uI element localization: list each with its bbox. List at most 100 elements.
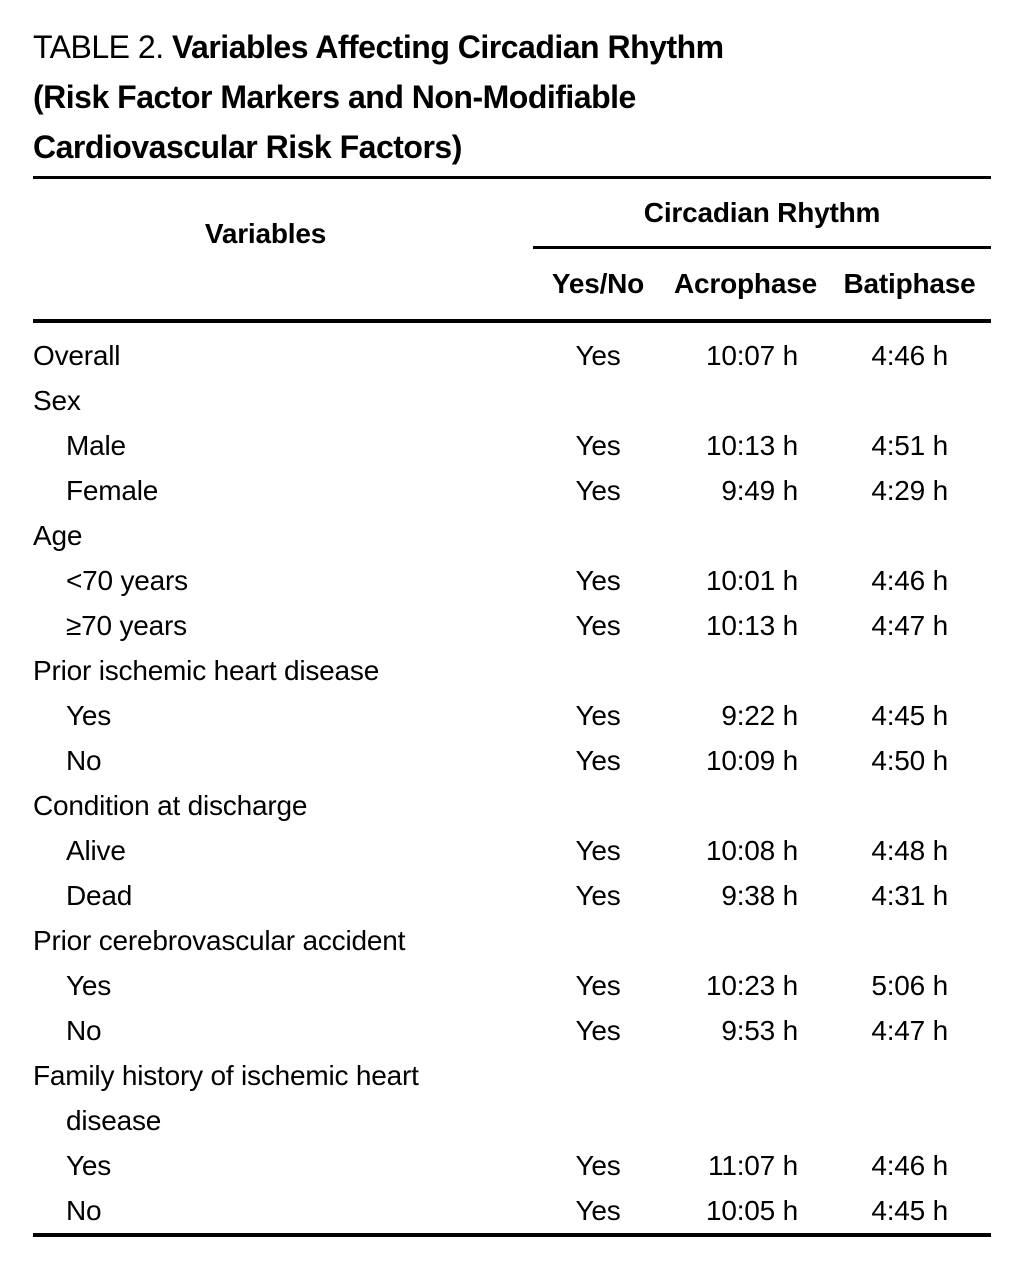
row-label-text: ≥70 years xyxy=(66,610,187,641)
acrophase-cell: 10:13 h xyxy=(705,610,798,641)
row-label: Female xyxy=(33,468,533,513)
acrophase-cell xyxy=(663,513,828,558)
yes-no-cell: Yes xyxy=(575,430,621,461)
circadian-rhythm-group: Circadian Rhythm Yes/No Acrophase Batiph… xyxy=(533,179,991,319)
acrophase-cell xyxy=(663,378,828,423)
yes-no-cell: Yes xyxy=(575,1195,621,1226)
table-title: TABLE 2. Variables Affecting Circadian R… xyxy=(33,22,991,172)
bottom-rule xyxy=(33,1233,991,1237)
table-row: No Yes 10:05 h 4:45 h xyxy=(33,1188,991,1233)
table-row: Family history of ischemic heart disease xyxy=(33,1053,991,1143)
acrophase-cell: 10:13 h xyxy=(705,430,798,461)
yes-no-cell: Yes xyxy=(575,835,621,866)
batiphase-cell: 4:50 h xyxy=(871,745,948,776)
row-label-text: Yes xyxy=(66,970,112,1001)
batiphase-cell: 4:45 h xyxy=(871,1195,948,1226)
acrophase-cell: 10:08 h xyxy=(705,835,798,866)
acrophase-cell: 10:07 h xyxy=(705,340,798,371)
table-title-line-3: Cardiovascular Risk Factors) xyxy=(33,129,462,165)
table-row: Female Yes 9:49 h 4:29 h xyxy=(33,468,991,513)
table-title-line-2: (Risk Factor Markers and Non-Modifiable xyxy=(33,79,636,115)
acrophase-cell: 10:09 h xyxy=(705,745,798,776)
acrophase-cell: 9:38 h xyxy=(721,880,798,911)
yes-no-cell xyxy=(533,918,663,963)
yes-no-cell xyxy=(533,378,663,423)
row-label-text: Yes xyxy=(66,700,112,731)
batiphase-cell xyxy=(828,1053,991,1143)
batiphase-cell xyxy=(828,648,991,693)
yes-no-cell: Yes xyxy=(575,700,621,731)
acrophase-cell: 11:07 h xyxy=(708,1150,798,1181)
row-label-text: Prior ischemic heart disease xyxy=(33,655,380,686)
column-header-acrophase: Acrophase xyxy=(674,268,817,299)
yes-no-cell: Yes xyxy=(575,565,621,596)
table-row: <70 years Yes 10:01 h 4:46 h xyxy=(33,558,991,603)
yes-no-cell: Yes xyxy=(575,1150,621,1181)
row-label: Condition at discharge xyxy=(33,783,533,828)
row-label-text: Age xyxy=(33,520,83,551)
yes-no-cell xyxy=(533,1053,663,1143)
acrophase-cell xyxy=(663,648,828,693)
row-label-text: Male xyxy=(66,430,126,461)
row-label: Yes xyxy=(33,963,533,1008)
yes-no-cell: Yes xyxy=(575,880,621,911)
row-label: Sex xyxy=(33,378,533,423)
row-label: Age xyxy=(33,513,533,558)
row-label: Dead xyxy=(33,873,533,918)
row-label: Yes xyxy=(33,693,533,738)
table-row: Male Yes 10:13 h 4:51 h xyxy=(33,423,991,468)
column-headers: Yes/No Acrophase Batiphase xyxy=(533,249,991,319)
table-header: Variables Circadian Rhythm Yes/No Acroph… xyxy=(33,179,991,319)
acrophase-cell: 9:22 h xyxy=(721,700,798,731)
row-label-text: <70 years xyxy=(66,565,188,596)
table-body: Overall Yes 10:07 h 4:46 h Sex Male Yes … xyxy=(33,323,991,1233)
top-rule xyxy=(33,176,991,179)
acrophase-cell: 9:49 h xyxy=(721,475,798,506)
batiphase-cell xyxy=(828,378,991,423)
row-label-text: No xyxy=(66,1015,102,1046)
acrophase-cell: 10:05 h xyxy=(705,1195,798,1226)
table-row: ≥70 years Yes 10:13 h 4:47 h xyxy=(33,603,991,648)
row-label: Family history of ischemic heart disease xyxy=(33,1053,533,1143)
row-label-text: Overall xyxy=(33,340,121,371)
row-label-text: Family history of ischemic heart xyxy=(33,1060,419,1091)
table-row: No Yes 10:09 h 4:50 h xyxy=(33,738,991,783)
yes-no-cell xyxy=(533,648,663,693)
column-header-yes-no: Yes/No xyxy=(551,268,645,299)
header-bottom-rule xyxy=(33,319,991,323)
yes-no-cell: Yes xyxy=(575,475,621,506)
batiphase-cell: 4:46 h xyxy=(871,1150,948,1181)
table-row: Dead Yes 9:38 h 4:31 h xyxy=(33,873,991,918)
batiphase-cell: 4:29 h xyxy=(871,475,948,506)
table-row: Alive Yes 10:08 h 4:48 h xyxy=(33,828,991,873)
table-row: Condition at discharge xyxy=(33,783,991,828)
yes-no-cell xyxy=(533,783,663,828)
batiphase-cell: 4:31 h xyxy=(871,880,948,911)
row-label: Overall xyxy=(33,333,533,378)
acrophase-cell: 9:53 h xyxy=(721,1015,798,1046)
spanner-rule xyxy=(533,246,991,249)
row-label-text: Female xyxy=(66,475,159,506)
row-label-text: Dead xyxy=(66,880,133,911)
table-row: Sex xyxy=(33,378,991,423)
table-row: Yes Yes 10:23 h 5:06 h xyxy=(33,963,991,1008)
row-label: No xyxy=(33,1188,533,1233)
table-row: Prior ischemic heart disease xyxy=(33,648,991,693)
acrophase-cell xyxy=(663,918,828,963)
row-label-text: Sex xyxy=(33,385,81,416)
batiphase-cell: 4:45 h xyxy=(871,700,948,731)
table-row: No Yes 9:53 h 4:47 h xyxy=(33,1008,991,1053)
acrophase-cell: 10:01 h xyxy=(705,565,798,596)
acrophase-cell xyxy=(663,783,828,828)
batiphase-cell: 4:46 h xyxy=(871,340,948,371)
batiphase-cell: 4:47 h xyxy=(871,1015,948,1046)
row-label: Alive xyxy=(33,828,533,873)
row-label-text: Yes xyxy=(66,1150,112,1181)
row-label: Prior cerebrovascular accident xyxy=(33,918,533,963)
batiphase-cell xyxy=(828,783,991,828)
row-label-text: Condition at discharge xyxy=(33,790,308,821)
yes-no-cell: Yes xyxy=(575,340,621,371)
table-number: TABLE 2. xyxy=(33,29,164,65)
yes-no-cell: Yes xyxy=(575,610,621,641)
table-row: Yes Yes 11:07 h 4:46 h xyxy=(33,1143,991,1188)
